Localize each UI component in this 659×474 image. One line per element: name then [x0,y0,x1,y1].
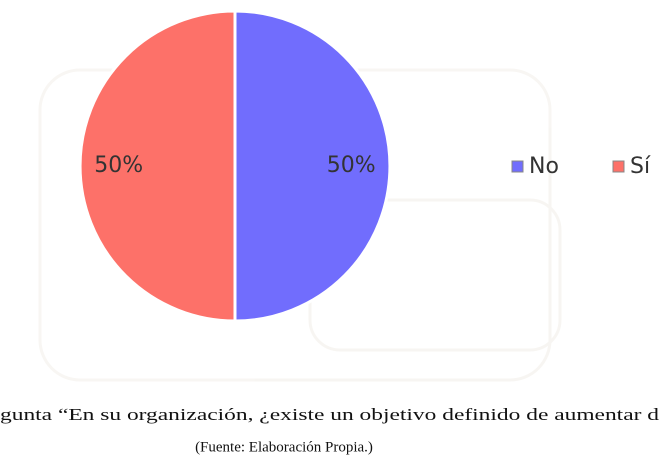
legend-swatch [512,161,523,172]
value-label: 50% [327,153,376,178]
value-label: 50% [94,153,143,178]
chart: gunta “En su organización, ¿existe un ob… [0,0,659,474]
legend-swatch [613,161,624,172]
source: (Fuente: Elaboración Propia.) [195,439,373,455]
legend-label: Sí [630,154,651,179]
page: gunta “En su organización, ¿existe un ob… [0,0,659,474]
caption: gunta “En su organización, ¿existe un ob… [0,405,659,424]
legend-label: No [529,154,559,179]
